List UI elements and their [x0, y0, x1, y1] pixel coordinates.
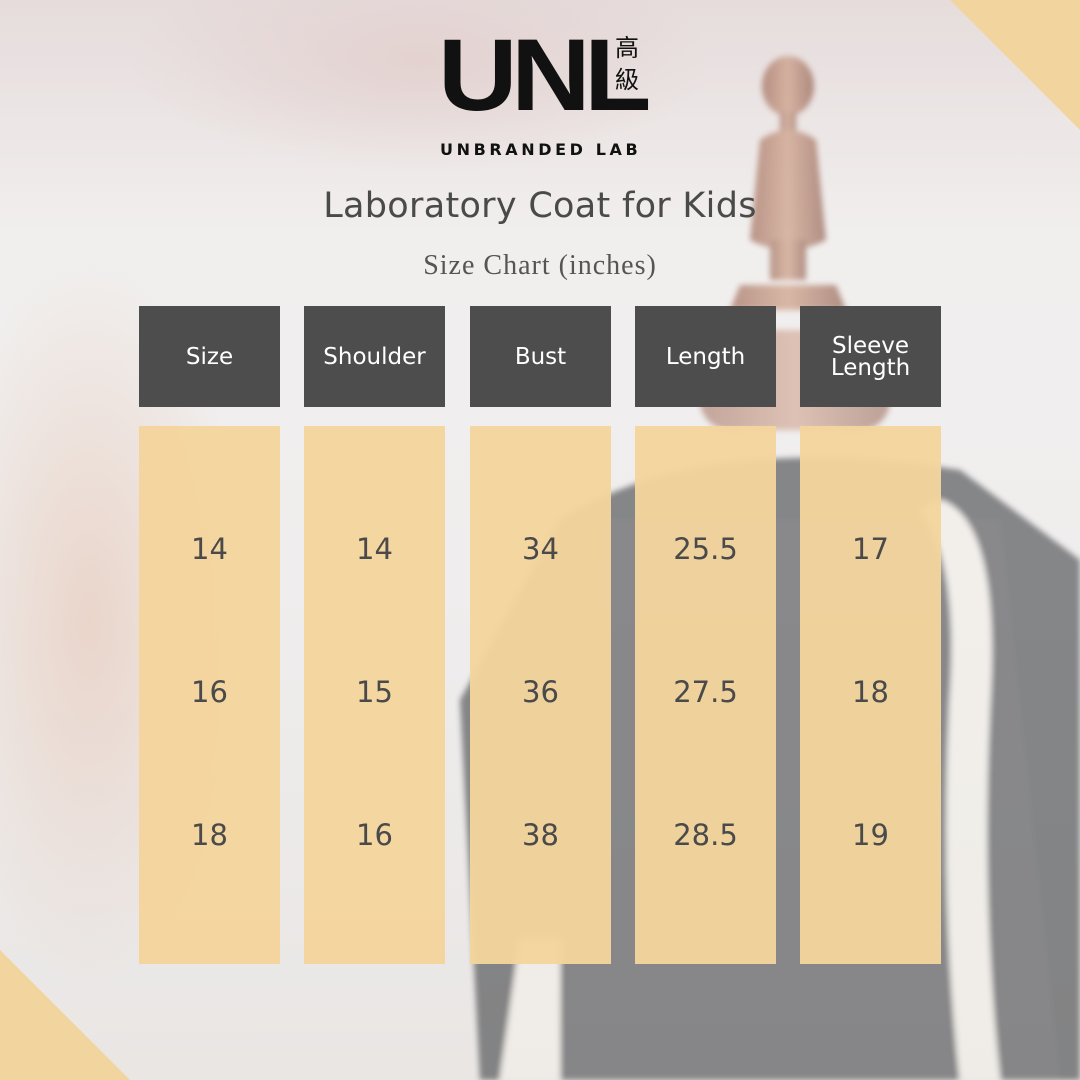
table-cell-length: 25.5 — [673, 532, 738, 566]
table-cell-bust: 36 — [522, 675, 559, 709]
table-cell-length: 27.5 — [673, 675, 738, 709]
table-cell-bust: 38 — [522, 818, 559, 852]
brand-logo: UNL 高 級 UNBRANDED LAB — [438, 24, 651, 162]
page-title: Laboratory Coat for Kids — [323, 186, 757, 226]
table-cell-shoulder: 14 — [356, 532, 393, 566]
table-cell-size: 16 — [191, 675, 228, 709]
column-header-length: Length — [635, 306, 776, 407]
column-body-sleeve-length — [800, 426, 941, 964]
table-cell-length: 28.5 — [673, 818, 738, 852]
column-body-length — [635, 426, 776, 964]
corner-accent-top-right — [950, 0, 1080, 130]
corner-accent-bottom-left — [0, 950, 130, 1080]
table-cell-size: 14 — [191, 532, 228, 566]
table-cell-sleeve-length: 17 — [852, 532, 889, 566]
logo-subtitle: UNBRANDED LAB — [440, 140, 642, 159]
column-header-shoulder: Shoulder — [304, 306, 445, 407]
logo-wordmark: UNL — [438, 18, 651, 132]
column-header-size: Size — [139, 306, 280, 407]
column-body-shoulder — [304, 426, 445, 964]
table-cell-sleeve-length: 19 — [852, 818, 889, 852]
table-cell-size: 18 — [191, 818, 228, 852]
table-cell-shoulder: 15 — [356, 675, 393, 709]
table-cell-shoulder: 16 — [356, 818, 393, 852]
column-body-bust — [470, 426, 611, 964]
page-subtitle: Size Chart (inches) — [423, 250, 657, 281]
table-cell-bust: 34 — [522, 532, 559, 566]
column-body-size — [139, 426, 280, 964]
logo-cjk-mark: 高 級 — [615, 34, 639, 94]
table-cell-sleeve-length: 18 — [852, 675, 889, 709]
column-header-bust: Bust — [470, 306, 611, 407]
column-header-sleeve-length: Sleeve Length — [800, 306, 941, 407]
